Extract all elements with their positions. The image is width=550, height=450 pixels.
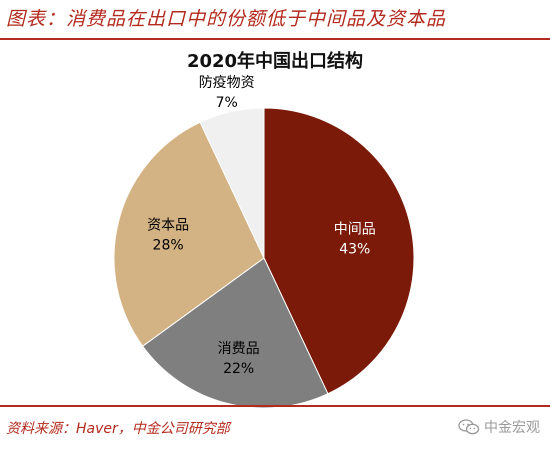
- pie-slice-4: [199, 107, 265, 259]
- slice-value-4: 7%: [216, 95, 238, 111]
- watermark-label: 中金宏观: [484, 420, 540, 436]
- slice-value-1: 43%: [339, 242, 370, 258]
- slice-label-1: 中间品: [334, 222, 376, 238]
- slice-label-3: 资本品: [147, 217, 189, 233]
- watermark: 中金宏观: [458, 417, 540, 437]
- header-divider: [0, 38, 550, 40]
- pie-slice-2: [141, 257, 329, 409]
- wechat-icon: [458, 419, 480, 435]
- slice-value-3: 28%: [153, 237, 184, 253]
- footer-divider: [0, 405, 550, 407]
- pie-slice-1: [263, 107, 415, 395]
- page-title: 图表：消费品在出口中的份额低于中间品及资本品: [6, 8, 447, 30]
- pie-slice-3: [113, 121, 265, 347]
- slice-value-2: 22%: [223, 361, 254, 377]
- slice-label-4: 防疫物资: [199, 75, 255, 91]
- slice-label-2: 消费品: [218, 341, 260, 357]
- chart-title: 2020年中国出口结构: [186, 51, 364, 72]
- source-note: 资料来源：Haver，中金公司研究部: [6, 421, 230, 437]
